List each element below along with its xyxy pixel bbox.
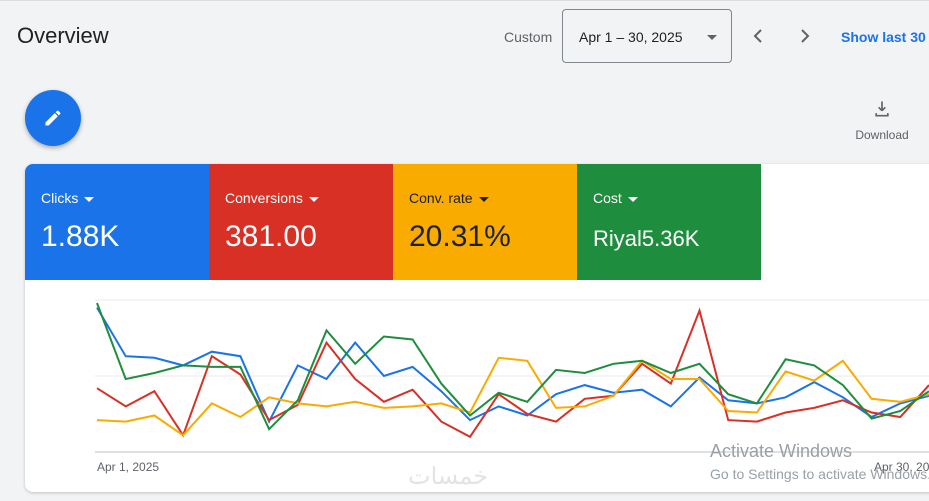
- activate-windows-title: Activate Windows: [710, 441, 853, 461]
- previous-period-button[interactable]: [746, 24, 770, 48]
- metric-value: 20.31%: [409, 220, 511, 253]
- pencil-icon: [45, 110, 61, 126]
- series-line-0: [96, 307, 929, 424]
- dropdown-arrow-icon[interactable]: [308, 196, 319, 202]
- metric-name: Conversions: [225, 190, 303, 206]
- download-label: Download: [855, 128, 909, 142]
- dropdown-arrow-icon[interactable]: [478, 196, 489, 202]
- metric-value: 1.88K: [41, 220, 120, 253]
- dropdown-arrow-icon: [707, 35, 717, 40]
- metric-tile-conversions[interactable]: Conversions 381.00: [209, 164, 393, 280]
- edit-button[interactable]: [25, 90, 81, 146]
- date-range-value: Apr 1 – 30, 2025: [579, 29, 683, 45]
- metric-tile-conv-rate[interactable]: Conv. rate 20.31%: [393, 164, 577, 280]
- date-range-select[interactable]: Apr 1 – 30, 2025: [562, 9, 732, 63]
- chevron-right-icon: [801, 29, 810, 43]
- chevron-left-icon: [753, 29, 762, 43]
- show-last-button[interactable]: Show last 30: [841, 29, 926, 45]
- performance-line-chart: Apr 1, 2025 Apr 30, 20: [95, 299, 929, 474]
- metric-name: Cost: [593, 190, 622, 206]
- dropdown-arrow-icon[interactable]: [627, 196, 638, 202]
- metric-value: Riyal5.36K: [593, 226, 700, 251]
- date-range-type-label: Custom: [504, 29, 553, 45]
- download-button[interactable]: Download: [848, 99, 916, 142]
- series-line-2: [96, 356, 929, 437]
- performance-card: Clicks 1.88K Conversions 381.00 Conv. ra…: [25, 164, 929, 492]
- series-line-3: [96, 302, 929, 431]
- x-axis-label-start: Apr 1, 2025: [97, 460, 159, 474]
- metric-tile-clicks[interactable]: Clicks 1.88K: [25, 164, 209, 280]
- dropdown-arrow-icon[interactable]: [84, 196, 95, 202]
- next-period-button[interactable]: [793, 24, 817, 48]
- page-title: Overview: [17, 23, 109, 48]
- x-axis-label-end: Apr 30, 20: [874, 460, 929, 474]
- metric-tile-cost[interactable]: Cost Riyal5.36K: [577, 164, 761, 280]
- activate-windows-subtitle: Go to Settings to activate Windows.: [710, 466, 929, 482]
- metric-name: Conv. rate: [409, 190, 473, 206]
- top-divider: [0, 0, 929, 1]
- download-icon: [875, 101, 889, 117]
- metric-value: 381.00: [225, 220, 317, 253]
- brand-watermark: خمسات: [408, 462, 489, 490]
- metric-name: Clicks: [41, 190, 79, 206]
- series-line-1: [96, 307, 929, 439]
